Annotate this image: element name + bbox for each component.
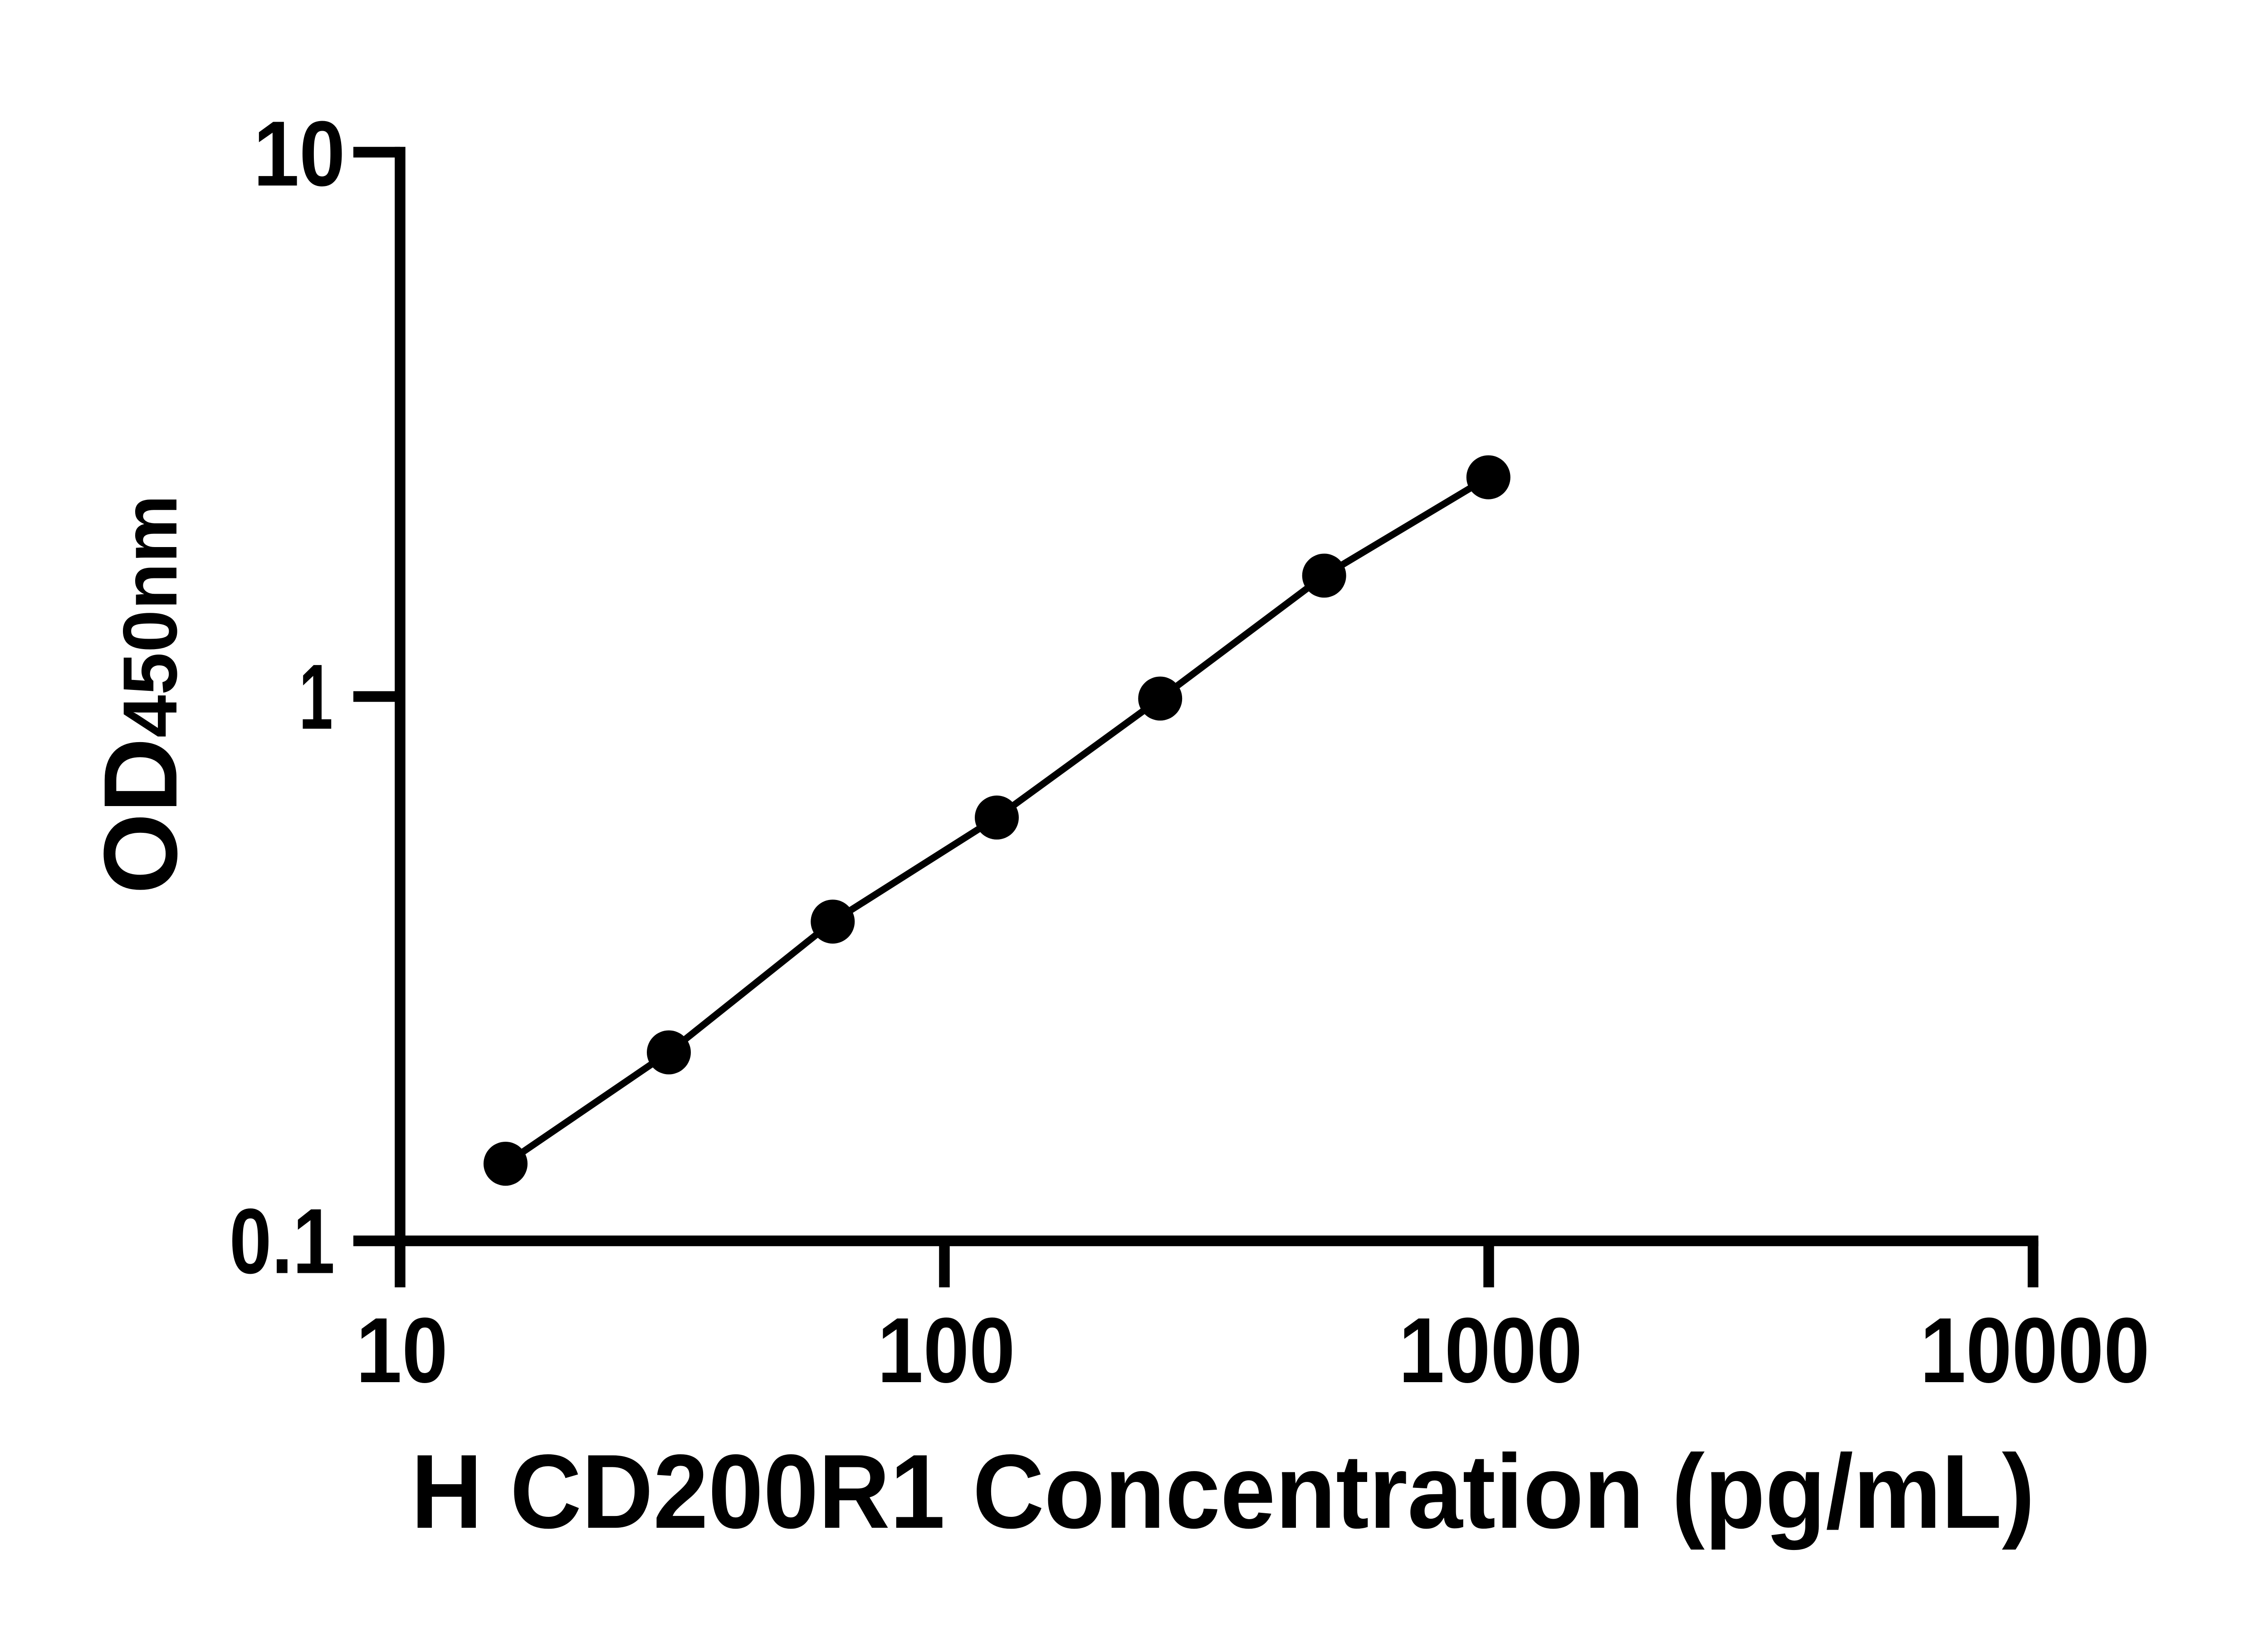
svg-text:10000: 10000 [1920,1299,2150,1402]
svg-text:10: 10 [253,102,345,205]
svg-text:0.1: 0.1 [230,1190,335,1293]
svg-text:H CD200R1 Concentration (pg/mL: H CD200R1 Concentration (pg/mL) [411,1433,2035,1550]
svg-text:10: 10 [356,1299,448,1402]
svg-text:1000: 1000 [1398,1299,1582,1402]
svg-text:100: 100 [877,1299,1015,1402]
svg-text:1: 1 [299,645,333,749]
